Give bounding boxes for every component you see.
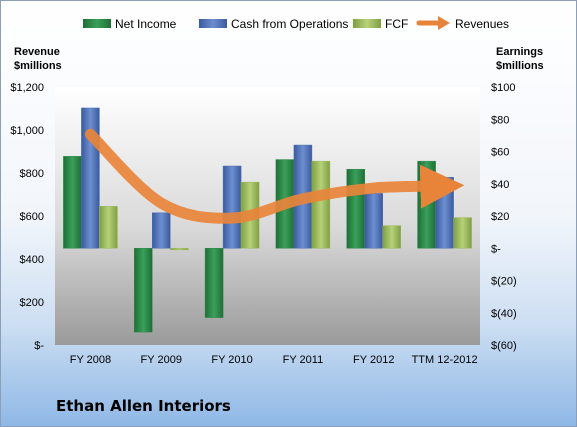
right-tick-label: $100 xyxy=(491,82,515,94)
net-income-bar xyxy=(346,168,365,249)
net-income-bar xyxy=(134,248,153,333)
right-axis-title-line2: $millions xyxy=(496,60,544,72)
left-tick-label: $- xyxy=(34,340,44,352)
category-label: FY 2010 xyxy=(211,354,252,366)
category-labels: FY 2008 FY 2009 FY 2010 FY 2011 FY 2012 TTM 1… xyxy=(70,354,478,366)
category-label: FY 2009 xyxy=(141,354,182,366)
legend-label-fcf: FCF xyxy=(385,17,408,31)
fcf-bar xyxy=(453,217,472,249)
fcf-bar xyxy=(99,206,118,249)
net-income-bar xyxy=(204,248,224,318)
right-tick-label: $(40) xyxy=(491,308,517,320)
legend-label-revenues: Revenues xyxy=(455,17,509,31)
right-axis-ticks: $(60) $(40) $(20) $- $20 $40 $60 $80 $100 xyxy=(491,82,517,352)
left-axis-ticks: $- $200 $400 $600 $800 $1,000 $1,200 xyxy=(10,82,44,352)
legend-swatch-fcf xyxy=(353,19,381,28)
fcf-bar xyxy=(311,160,331,249)
legend-swatch-cash-from-operations xyxy=(199,19,227,28)
fcf-bar xyxy=(382,225,401,249)
category-label: FY 2011 xyxy=(283,354,324,366)
right-tick-label: $60 xyxy=(491,147,509,159)
right-tick-label: $80 xyxy=(491,114,509,126)
category-label: FY 2008 xyxy=(70,354,111,366)
left-axis-title-line2: $millions xyxy=(14,60,62,72)
right-tick-label: $(20) xyxy=(491,276,517,288)
right-tick-label: $- xyxy=(491,243,501,255)
right-tick-label: $(60) xyxy=(491,340,517,352)
right-axis-title-line1: Earnings xyxy=(496,46,543,58)
left-tick-label: $200 xyxy=(20,297,44,309)
right-tick-label: $40 xyxy=(491,179,509,191)
legend-label-net-income: Net Income xyxy=(115,17,177,31)
left-tick-label: $800 xyxy=(20,168,44,180)
left-tick-label: $1,000 xyxy=(10,125,44,137)
left-axis-title-line1: Revenue xyxy=(14,46,60,58)
right-tick-label: $20 xyxy=(491,211,509,223)
left-tick-label: $400 xyxy=(20,254,44,266)
plot-area xyxy=(55,87,480,345)
revenues-line xyxy=(84,128,465,224)
legend-label-cash-from-operations: Cash from Operations xyxy=(231,17,348,31)
category-label: TTM 12-2012 xyxy=(412,354,478,366)
left-tick-label: $600 xyxy=(20,211,44,223)
category-label: FY 2012 xyxy=(353,354,394,366)
legend-swatch-net-income xyxy=(83,19,111,28)
net-income-bar xyxy=(417,160,436,249)
legend: Net Income Cash from Operations FCF Reve… xyxy=(83,16,509,31)
cash-from-operations-bar xyxy=(222,165,242,249)
net-income-bar xyxy=(63,156,82,249)
cash-from-operations-bar xyxy=(364,193,383,249)
cash-from-operations-bar xyxy=(152,212,171,249)
company-name: Ethan Allen Interiors xyxy=(56,397,231,415)
revenue-line xyxy=(84,128,465,224)
left-tick-label: $1,200 xyxy=(10,82,44,94)
legend-swatch-revenues xyxy=(416,16,450,30)
fcf-bar xyxy=(170,248,189,251)
